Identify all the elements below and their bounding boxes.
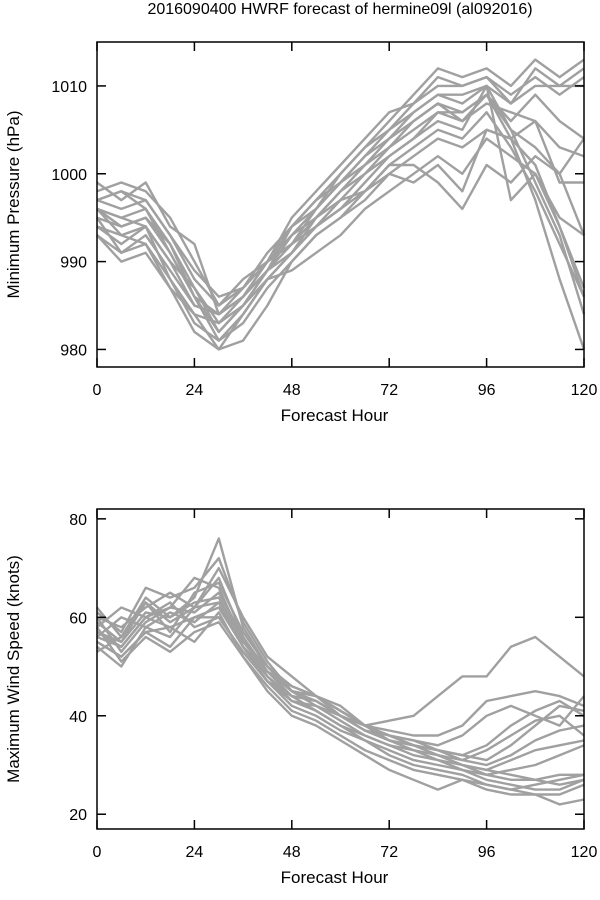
x-tick-label: 96 — [478, 382, 496, 399]
plot-frame — [96, 508, 585, 830]
pressure-panel: 0 24 48 72 96 120 980 990 1000 1010 Forecast Hour M… — [4, 41, 598, 425]
series-line-2 — [96, 67, 585, 307]
series-line-14 — [96, 621, 585, 806]
series-line-9 — [96, 601, 585, 776]
series-line-15 — [96, 611, 585, 791]
series-line-8 — [96, 581, 585, 772]
series-line-1 — [96, 58, 585, 316]
series-lines — [96, 58, 586, 351]
series-line-4 — [96, 576, 585, 757]
series-line-15 — [96, 119, 585, 316]
series-line-12 — [96, 601, 585, 791]
y-tick-label: 20 — [69, 807, 87, 824]
y-tick-label: 980 — [60, 342, 87, 359]
y-tick-label: 990 — [60, 255, 87, 272]
x-tick-label: 120 — [571, 382, 598, 399]
plot-frame — [96, 41, 585, 368]
series-line-10 — [96, 557, 584, 781]
y-tick-label: 1010 — [51, 79, 87, 96]
series-line-11 — [96, 93, 586, 350]
x-tick-label: 48 — [283, 844, 301, 861]
x-tick-label: 0 — [93, 844, 102, 861]
y-tick-label: 60 — [69, 610, 87, 627]
series-line-13 — [96, 137, 585, 325]
wind-speed-panel: 0 24 48 72 96 120 20 40 60 80 Forecast Hour Maximum… — [4, 508, 598, 887]
x-tick-label: 0 — [93, 382, 102, 399]
x-tick-label: 72 — [380, 844, 398, 861]
figure-title: 2016090400 HWRF forecast of hermine09l (… — [147, 1, 532, 18]
y-tick-label: 40 — [69, 709, 87, 726]
y-tick-label: 80 — [69, 512, 87, 529]
series-lines — [96, 537, 585, 806]
y-tick-label: 1000 — [51, 167, 87, 184]
y-axis-label: Maximum Wind Speed (knots) — [4, 555, 23, 783]
x-tick-label: 120 — [571, 844, 598, 861]
series-line-3 — [96, 75, 585, 298]
y-axis-label: Minimum Pressure (hPa) — [4, 111, 23, 299]
series-line-10 — [96, 84, 586, 315]
x-tick-label: 48 — [283, 382, 301, 399]
x-tick-label: 24 — [186, 382, 204, 399]
x-tick-label: 96 — [478, 844, 496, 861]
x-axis-label: Forecast Hour — [281, 406, 389, 425]
series-line-9 — [96, 111, 586, 351]
x-tick-label: 72 — [380, 382, 398, 399]
x-axis-label: Forecast Hour — [281, 868, 389, 887]
series-line-14 — [96, 137, 585, 316]
x-tick-label: 24 — [186, 844, 204, 861]
